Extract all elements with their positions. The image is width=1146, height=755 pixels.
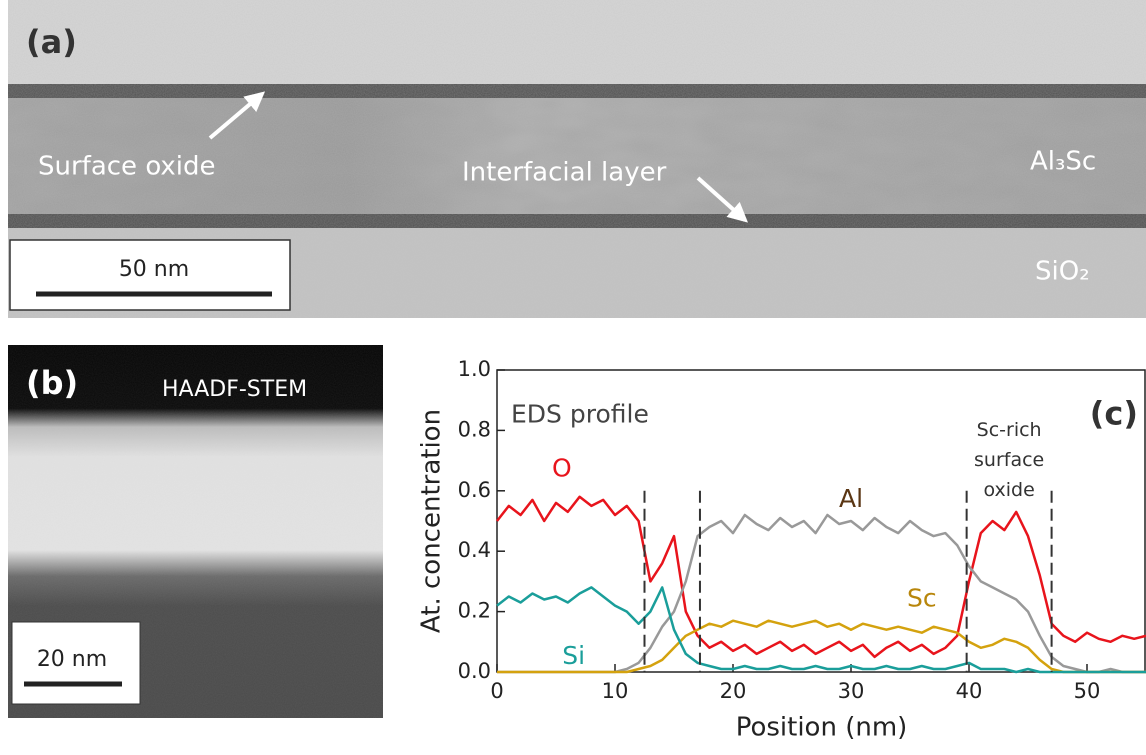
layer-label: SiO₂ (1035, 257, 1090, 287)
y-tick-label: 0.0 (458, 659, 491, 683)
series-line (497, 515, 1146, 672)
series-label: Sc (907, 584, 937, 613)
series-label: Si (562, 641, 585, 670)
x-tick-label: 40 (956, 679, 983, 703)
series-label: O (552, 454, 572, 483)
layer-label: Al₃Sc (1030, 147, 1096, 177)
panel-label: (a) (26, 23, 77, 61)
series-line (497, 497, 1146, 657)
scale-bar-label: 50 nm (119, 257, 189, 282)
x-tick-label: 0 (490, 679, 503, 703)
scale-bar-label: 20 nm (37, 647, 107, 672)
panel-label: (c) (1090, 394, 1138, 432)
y-tick-label: 1.0 (458, 357, 491, 381)
x-tick-label: 10 (602, 679, 629, 703)
y-tick-label: 0.8 (458, 417, 491, 441)
series-line (497, 621, 1146, 672)
chart-title: EDS profile (511, 399, 649, 428)
annotation: Surface oxide (38, 152, 216, 182)
note: oxide (983, 479, 1034, 501)
note: surface (974, 449, 1044, 471)
x-tick-label: 20 (720, 679, 747, 703)
y-tick-label: 0.2 (458, 599, 491, 623)
panel-title: HAADF-STEM (162, 377, 307, 402)
x-tick-label: 30 (838, 679, 865, 703)
series-line (497, 587, 1146, 672)
annotation: Interfacial layer (462, 158, 667, 188)
y-tick-label: 0.4 (458, 538, 491, 562)
y-tick-label: 0.6 (458, 478, 491, 502)
x-axis-label: Position (nm) (736, 713, 908, 743)
series-label: Al (839, 484, 863, 513)
panel-label: (b) (26, 364, 78, 402)
x-tick-label: 50 (1074, 679, 1101, 703)
eds-chart: 0.0 0.2 0.4 0.6 0.8 1.0 0 10 20 30 40 50 Position (n… (417, 357, 1146, 743)
y-axis-label: At. concentration (417, 409, 447, 633)
note: Sc-rich (977, 419, 1042, 441)
